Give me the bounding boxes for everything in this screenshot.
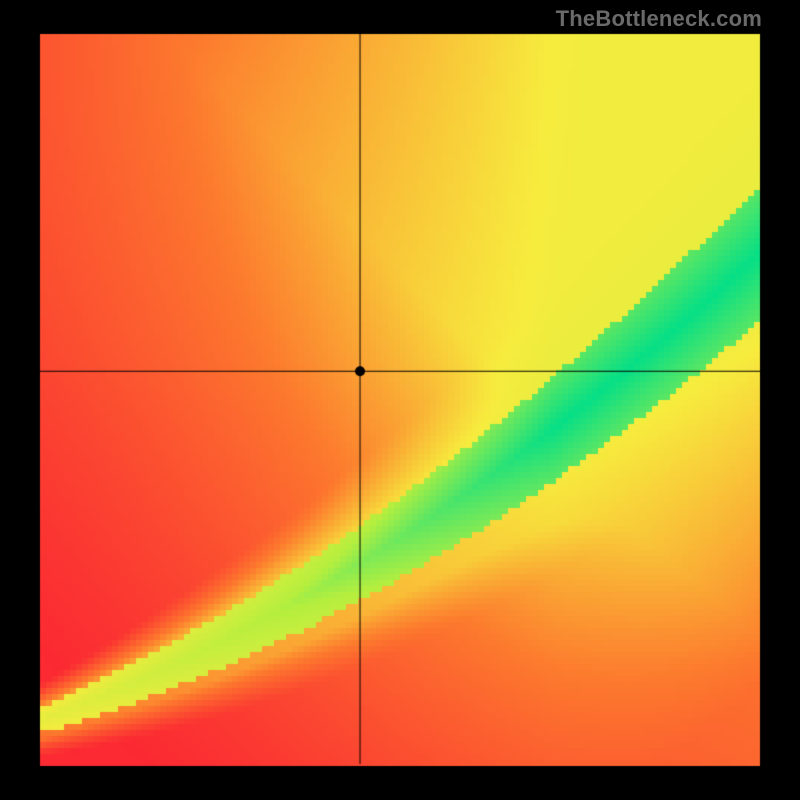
root-container: TheBottleneck.com <box>0 0 800 800</box>
watermark-text: TheBottleneck.com <box>556 6 762 32</box>
heatmap-canvas <box>0 0 800 800</box>
